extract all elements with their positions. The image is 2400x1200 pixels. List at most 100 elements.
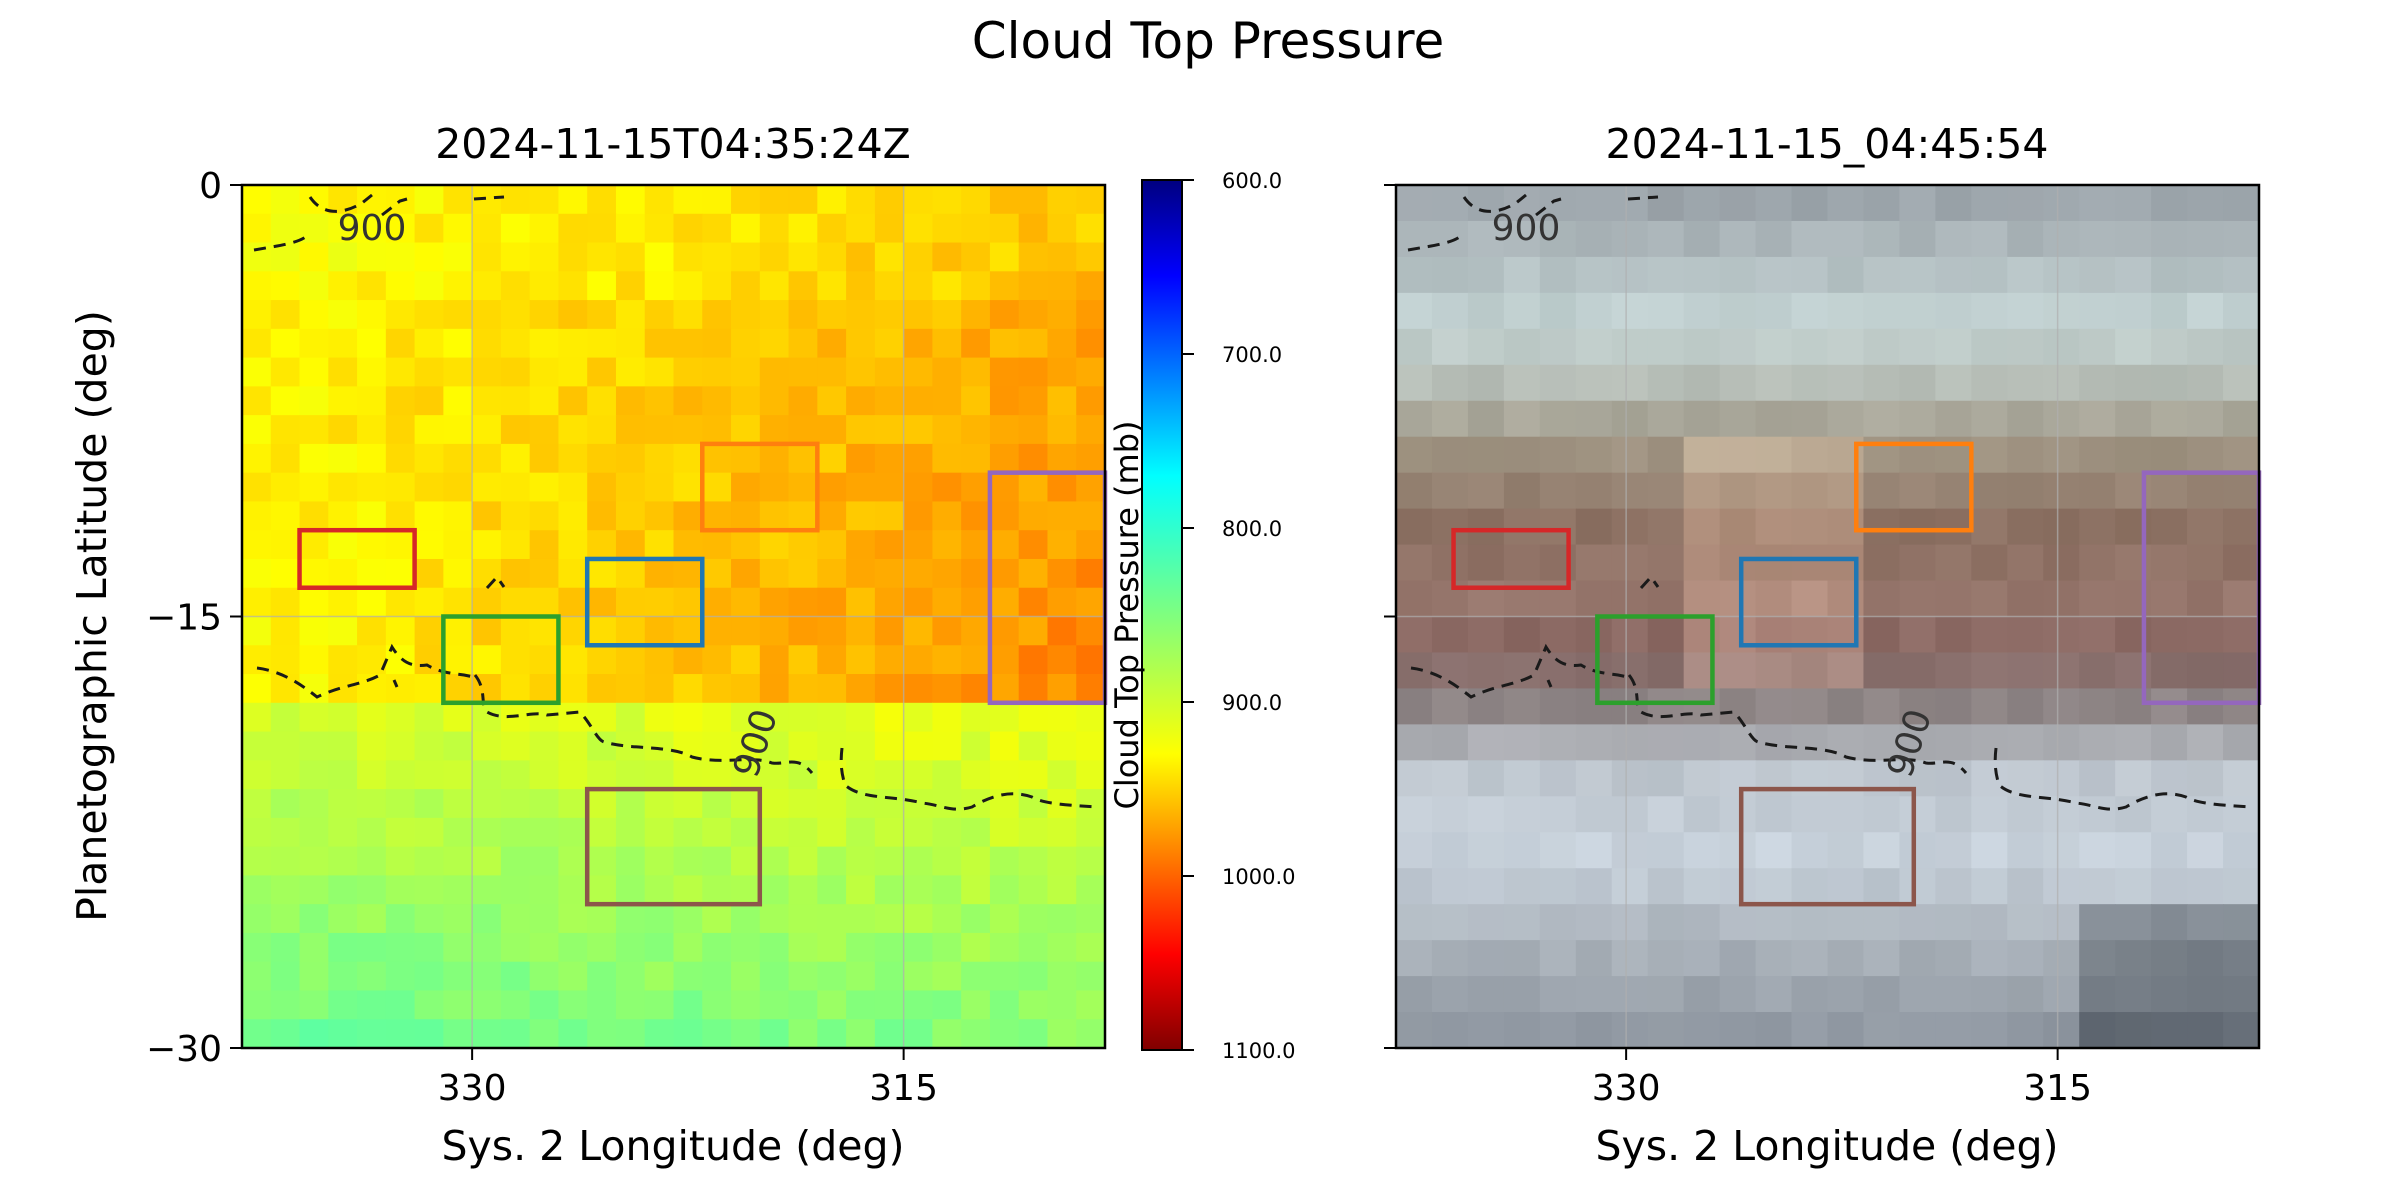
- image-pixel: [1863, 580, 1901, 618]
- heatmap-cell: [242, 760, 272, 790]
- image-pixel: [2151, 185, 2188, 222]
- image-pixel: [1539, 652, 1577, 690]
- heatmap-cell: [1047, 702, 1077, 733]
- image-pixel: [1431, 616, 1469, 654]
- heatmap-cell: [644, 443, 675, 474]
- heatmap-cell: [328, 587, 358, 618]
- heatmap-cell: [299, 875, 329, 905]
- heatmap-cell: [558, 530, 588, 560]
- heatmap-cell: [385, 990, 416, 1020]
- heatmap-cell: [903, 558, 933, 589]
- heatmap-cell: [702, 242, 732, 272]
- heatmap-cell: [1047, 501, 1077, 531]
- heatmap-cell: [932, 1019, 962, 1048]
- image-pixel: [2007, 328, 2044, 366]
- image-pixel: [1575, 832, 1613, 869]
- image-pixel: [1611, 1012, 1649, 1048]
- heatmap-cell: [472, 990, 502, 1020]
- image-pixel: [1791, 1012, 1829, 1048]
- heatmap-cell: [328, 990, 358, 1020]
- left-heatmap: [242, 185, 1105, 1048]
- region-box: [1738, 556, 1859, 648]
- heatmap-cell: [385, 443, 416, 474]
- image-pixel: [1683, 472, 1721, 510]
- heatmap-cell: [270, 443, 301, 474]
- image-pixel: [2187, 940, 2224, 977]
- heatmap-cell: [357, 213, 387, 244]
- image-pixel: [1539, 796, 1577, 833]
- image-pixel: [1755, 185, 1793, 222]
- heatmap-cell: [328, 932, 358, 963]
- image-pixel: [1863, 472, 1901, 510]
- image-pixel: [1539, 724, 1577, 761]
- heatmap-cell: [357, 415, 387, 445]
- image-pixel: [2223, 328, 2259, 366]
- heatmap-cell: [529, 443, 560, 474]
- heatmap-cell: [587, 300, 617, 330]
- image-pixel: [1431, 724, 1469, 761]
- image-pixel: [1467, 436, 1505, 474]
- heatmap-cell: [961, 674, 991, 704]
- heatmap-cell: [903, 271, 933, 301]
- heatmap-cell: [788, 472, 818, 503]
- heatmap-cell: [472, 961, 502, 992]
- heatmap-cell: [903, 990, 933, 1020]
- heatmap-cell: [299, 271, 329, 301]
- heatmap-cell: [846, 443, 876, 474]
- heatmap-cell: [874, 443, 905, 474]
- heatmap-cell: [989, 328, 1020, 359]
- image-pixel: [1791, 185, 1829, 222]
- heatmap-cell: [443, 760, 473, 790]
- image-pixel: [1647, 544, 1685, 582]
- heatmap-cell: [731, 932, 761, 963]
- heatmap-cell: [1076, 558, 1105, 589]
- image-pixel: [2151, 220, 2188, 258]
- image-pixel: [1791, 256, 1829, 294]
- image-pixel: [2007, 868, 2044, 905]
- image-pixel: [1503, 940, 1541, 977]
- heatmap-cell: [1018, 443, 1049, 474]
- heatmap-cell: [529, 616, 560, 646]
- heatmap-cell: [702, 875, 732, 905]
- heatmap-cell: [903, 443, 933, 474]
- heatmap-cell: [961, 271, 991, 301]
- image-pixel: [2115, 976, 2152, 1013]
- heatmap-cell: [1076, 530, 1105, 560]
- heatmap-cell: [299, 817, 329, 848]
- heatmap-cell: [587, 645, 617, 675]
- heatmap-cell: [558, 904, 588, 934]
- heatmap-cell: [357, 904, 387, 934]
- heatmap-cell: [846, 817, 876, 848]
- heatmap-cell: [270, 961, 301, 992]
- heatmap-cell: [299, 558, 329, 589]
- image-pixel: [2223, 1012, 2259, 1048]
- heatmap-cell: [989, 674, 1020, 704]
- heatmap-cell: [242, 846, 272, 876]
- heatmap-cell: [932, 846, 962, 876]
- image-pixel: [2187, 220, 2224, 258]
- heatmap-cell: [989, 501, 1020, 531]
- image-pixel: [2079, 185, 2116, 222]
- image-pixel: [1539, 220, 1577, 258]
- heatmap-cell: [500, 386, 531, 416]
- heatmap-cell: [414, 415, 444, 445]
- image-pixel: [2007, 508, 2044, 546]
- heatmap-cell: [874, 674, 905, 704]
- image-pixel: [1431, 364, 1469, 402]
- image-pixel: [2187, 328, 2224, 366]
- image-pixel: [1396, 256, 1433, 294]
- image-pixel: [1503, 292, 1541, 330]
- image-pixel: [1971, 724, 2008, 761]
- image-pixel: [1575, 940, 1613, 977]
- heatmap-cell: [874, 875, 905, 905]
- heatmap-cell: [587, 530, 617, 560]
- heatmap-cell: [1076, 501, 1105, 531]
- heatmap-cell: [673, 300, 703, 330]
- heatmap-cell: [817, 300, 847, 330]
- image-pixel: [1467, 472, 1505, 510]
- image-pixel: [1827, 220, 1865, 258]
- image-pixel: [1719, 724, 1757, 761]
- heatmap-cell: [1018, 616, 1049, 646]
- heatmap-cell: [874, 587, 905, 618]
- colorbar-tick-label: 1100.0: [1222, 1039, 1295, 1063]
